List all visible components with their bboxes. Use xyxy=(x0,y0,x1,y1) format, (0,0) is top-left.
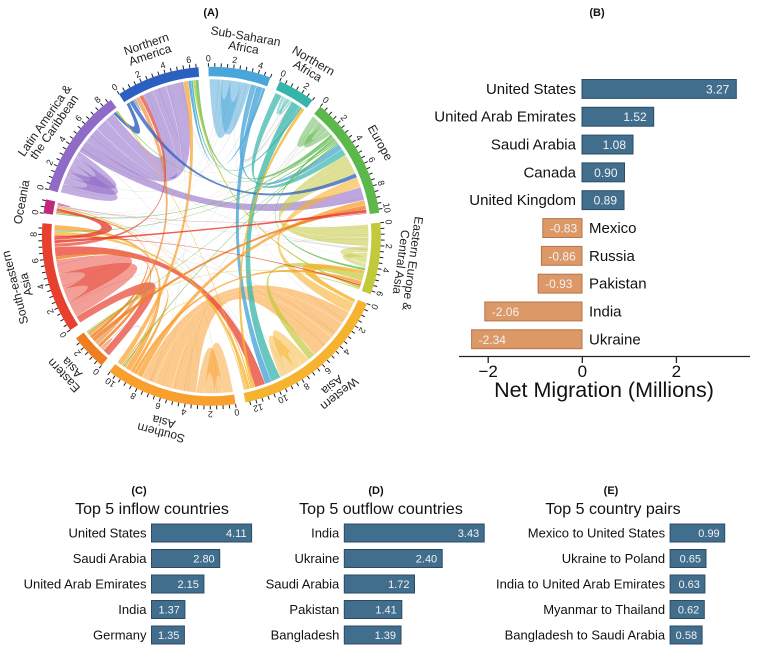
svg-text:Myanmar to Thailand: Myanmar to Thailand xyxy=(543,602,665,617)
svg-text:Germany: Germany xyxy=(93,628,147,643)
svg-text:2.15: 2.15 xyxy=(177,579,198,591)
svg-text:1.72: 1.72 xyxy=(388,579,409,591)
svg-text:-2.34: -2.34 xyxy=(479,333,507,347)
svg-text:United Arab Emirates: United Arab Emirates xyxy=(24,577,147,592)
svg-text:United States: United States xyxy=(486,81,576,98)
svg-text:Net Migration (Millions): Net Migration (Millions) xyxy=(494,378,714,402)
svg-text:8: 8 xyxy=(29,232,39,237)
svg-text:0.62: 0.62 xyxy=(678,605,699,617)
svg-text:0.65: 0.65 xyxy=(680,554,701,566)
svg-text:10: 10 xyxy=(381,202,392,213)
svg-text:(E): (E) xyxy=(604,485,619,497)
svg-text:0.63: 0.63 xyxy=(678,579,699,591)
svg-text:India to United Arab Emirates: India to United Arab Emirates xyxy=(496,577,666,592)
svg-text:(B): (B) xyxy=(589,7,605,19)
svg-text:Pakistan: Pakistan xyxy=(589,276,647,293)
svg-text:(C): (C) xyxy=(131,485,147,497)
svg-text:Bangladesh: Bangladesh xyxy=(271,628,340,643)
svg-text:0: 0 xyxy=(206,53,211,63)
svg-text:3.43: 3.43 xyxy=(458,528,479,540)
svg-text:Canada: Canada xyxy=(523,164,576,181)
svg-text:Saudi Arabia: Saudi Arabia xyxy=(73,551,147,566)
svg-text:0.89: 0.89 xyxy=(594,194,618,208)
svg-text:India: India xyxy=(118,602,147,617)
svg-text:Ukraine: Ukraine xyxy=(295,551,340,566)
svg-text:3.27: 3.27 xyxy=(706,82,730,96)
svg-text:Mexico to United States: Mexico to United States xyxy=(528,526,666,541)
svg-text:United States: United States xyxy=(68,526,147,541)
svg-text:Bangladesh to Saudi Arabia: Bangladesh to Saudi Arabia xyxy=(505,628,666,643)
svg-text:United Arab Emirates: United Arab Emirates xyxy=(434,109,576,126)
svg-text:Top 5 inflow countries: Top 5 inflow countries xyxy=(75,501,229,518)
svg-text:Top 5 country pairs: Top 5 country pairs xyxy=(545,501,680,518)
svg-text:Top 5 outflow countries: Top 5 outflow countries xyxy=(299,501,463,518)
svg-text:-0.93: -0.93 xyxy=(545,277,573,291)
svg-text:(D): (D) xyxy=(368,485,384,497)
svg-text:Mexico: Mexico xyxy=(589,220,637,237)
svg-text:0.99: 0.99 xyxy=(698,528,719,540)
svg-text:2.40: 2.40 xyxy=(416,554,437,566)
svg-text:1.08: 1.08 xyxy=(603,138,627,152)
svg-text:Saudi Arabia: Saudi Arabia xyxy=(491,137,577,154)
svg-text:-0.83: -0.83 xyxy=(550,222,578,236)
svg-text:United Kingdom: United Kingdom xyxy=(469,192,576,209)
svg-text:Pakistan: Pakistan xyxy=(289,602,339,617)
svg-text:1.35: 1.35 xyxy=(158,630,179,642)
svg-text:(A): (A) xyxy=(203,7,219,19)
svg-text:2: 2 xyxy=(384,244,394,250)
svg-text:1.37: 1.37 xyxy=(158,605,179,617)
svg-text:0.90: 0.90 xyxy=(594,166,618,180)
svg-text:Russia: Russia xyxy=(589,248,636,265)
svg-text:0.58: 0.58 xyxy=(676,630,697,642)
svg-text:-0.86: -0.86 xyxy=(548,249,576,263)
svg-text:India: India xyxy=(311,526,340,541)
svg-text:2: 2 xyxy=(208,409,213,419)
svg-text:1.41: 1.41 xyxy=(375,605,396,617)
svg-text:4.11: 4.11 xyxy=(226,528,247,540)
svg-text:0: 0 xyxy=(383,219,393,225)
svg-text:Saudi Arabia: Saudi Arabia xyxy=(266,577,340,592)
svg-text:2.80: 2.80 xyxy=(193,554,214,566)
svg-text:1.52: 1.52 xyxy=(623,110,647,124)
svg-text:India: India xyxy=(589,304,622,321)
svg-text:-2.06: -2.06 xyxy=(492,305,520,319)
svg-text:Ukraine: Ukraine xyxy=(589,331,641,348)
svg-text:Ukraine to Poland: Ukraine to Poland xyxy=(562,551,665,566)
svg-text:1.39: 1.39 xyxy=(375,630,396,642)
